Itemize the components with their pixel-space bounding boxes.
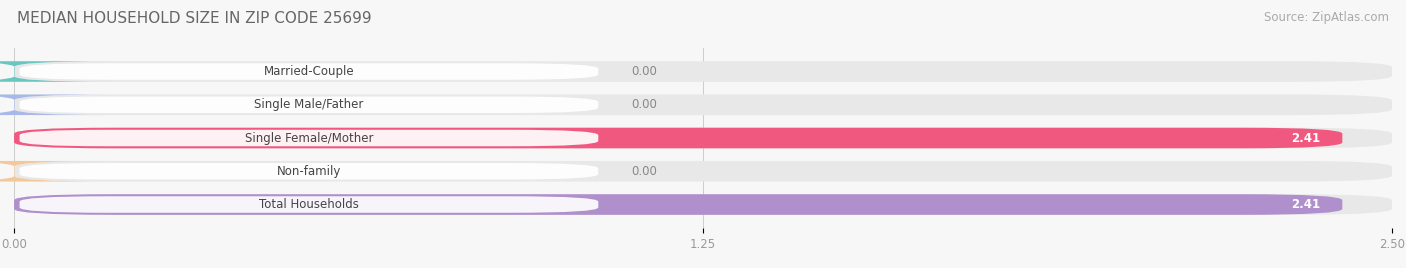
FancyBboxPatch shape	[14, 61, 1392, 82]
Text: Single Male/Father: Single Male/Father	[254, 98, 364, 111]
FancyBboxPatch shape	[14, 128, 1392, 148]
FancyBboxPatch shape	[20, 163, 599, 180]
FancyBboxPatch shape	[20, 63, 599, 80]
Text: Source: ZipAtlas.com: Source: ZipAtlas.com	[1264, 11, 1389, 24]
Text: Total Households: Total Households	[259, 198, 359, 211]
Text: 2.41: 2.41	[1291, 198, 1320, 211]
Text: Married-Couple: Married-Couple	[263, 65, 354, 78]
Text: 0.00: 0.00	[631, 165, 657, 178]
Text: Single Female/Mother: Single Female/Mother	[245, 132, 373, 144]
FancyBboxPatch shape	[14, 194, 1392, 215]
FancyBboxPatch shape	[20, 130, 599, 146]
FancyBboxPatch shape	[14, 194, 1343, 215]
Text: 0.00: 0.00	[631, 65, 657, 78]
FancyBboxPatch shape	[0, 61, 114, 82]
FancyBboxPatch shape	[14, 161, 1392, 182]
Text: Non-family: Non-family	[277, 165, 342, 178]
FancyBboxPatch shape	[20, 196, 599, 213]
FancyBboxPatch shape	[0, 161, 114, 182]
FancyBboxPatch shape	[14, 128, 1343, 148]
Text: 2.41: 2.41	[1291, 132, 1320, 144]
FancyBboxPatch shape	[20, 96, 599, 113]
FancyBboxPatch shape	[14, 94, 1392, 115]
Text: 0.00: 0.00	[631, 98, 657, 111]
Text: MEDIAN HOUSEHOLD SIZE IN ZIP CODE 25699: MEDIAN HOUSEHOLD SIZE IN ZIP CODE 25699	[17, 11, 371, 26]
FancyBboxPatch shape	[0, 94, 114, 115]
